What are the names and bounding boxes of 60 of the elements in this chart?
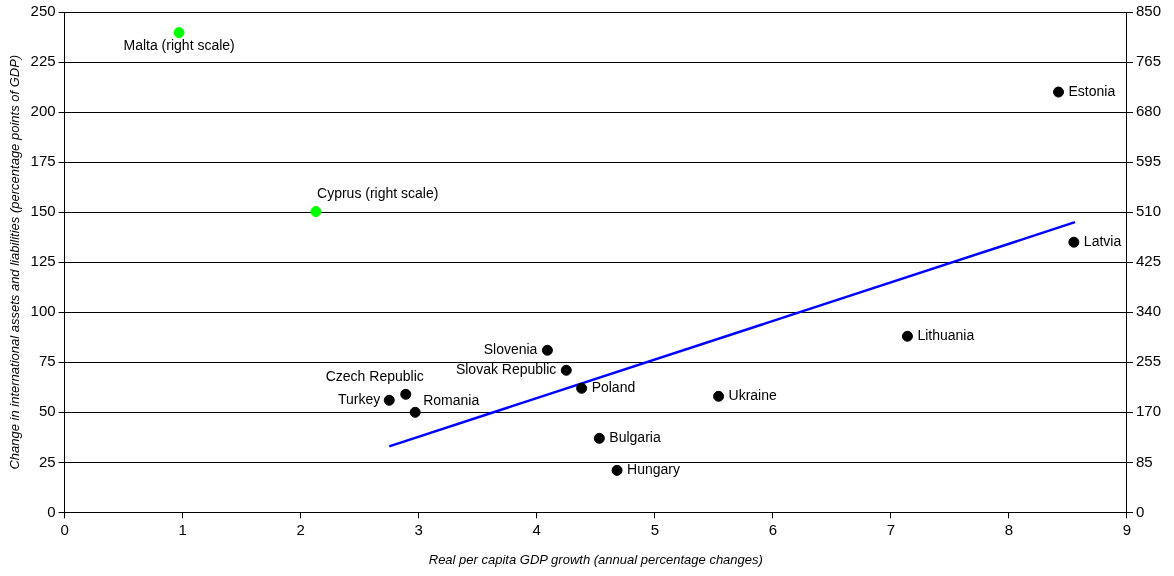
y-tick-label: 175 [30,152,56,170]
y2-tick-label: 340 [1135,302,1161,320]
x-tick-label: 2 [296,520,305,538]
series-label: Bulgaria [609,429,661,446]
y-tick-label: 150 [30,202,56,220]
series-label: Slovak Republic [455,361,557,378]
y-tick-label: 0 [47,502,56,520]
y-tick-label: 100 [30,302,56,320]
y2-tick-label: 0 [1135,502,1145,520]
series-label: Malta (right scale) [123,37,235,54]
series-label: Latvia [1083,233,1122,250]
series-label: Hungary [627,461,680,478]
x-tick-label: 1 [178,520,187,538]
y-tick-label: 75 [38,352,56,370]
x-tick-label: 8 [1004,520,1014,538]
point [560,364,572,376]
y-axis-title: Change in international assets and liabilities (percentage points of GDP) [7,54,23,470]
y2-tick-label: 170 [1135,402,1161,420]
point [1068,236,1080,248]
x-tick-label: 0 [60,520,69,538]
x-tick-label: 9 [1122,520,1132,538]
y-tick-label: 25 [38,452,56,470]
point [901,330,913,342]
point [409,406,421,418]
x-tick-label: 4 [532,520,541,538]
x-axis-title: Real per capita GDP growth (annual percentage changes) [428,551,763,567]
point [400,388,412,400]
y2-tick-label: 680 [1135,102,1161,120]
series-label: Cyprus (right scale) [317,185,439,202]
x-tick-label: 6 [768,520,778,538]
point [611,464,623,476]
x-tick-label: 5 [650,520,659,538]
series-label: Czech Republic [325,368,424,385]
point [541,344,553,356]
y2-tick-label: 85 [1135,452,1153,470]
series-label: Poland [591,379,636,396]
y2-tick-label: 510 [1135,202,1161,220]
series-label: Lithuania [917,327,975,344]
y-tick-label: 225 [30,52,56,70]
y-tick-label: 250 [30,2,56,20]
x-tick-label: 7 [886,520,896,538]
y2-tick-label: 255 [1135,352,1161,370]
y2-tick-label: 765 [1135,52,1161,70]
y2-tick-label: 425 [1135,252,1161,270]
y2-tick-label: 595 [1135,152,1161,170]
y-tick-label: 200 [30,102,56,120]
point [383,394,395,406]
y-tick-label: 50 [38,402,56,420]
point [1053,86,1065,98]
series-label: Romania [423,392,480,409]
point [593,432,605,444]
y2-tick-label: 850 [1135,2,1161,20]
series-label: Estonia [1068,82,1116,99]
series-label: Ukraine [728,387,778,404]
point [713,390,725,402]
y-tick-label: 125 [30,252,56,270]
x-tick-label: 3 [414,520,423,538]
series-label: Slovenia [483,341,538,358]
point [576,382,588,394]
series-label: Turkey [337,391,381,408]
